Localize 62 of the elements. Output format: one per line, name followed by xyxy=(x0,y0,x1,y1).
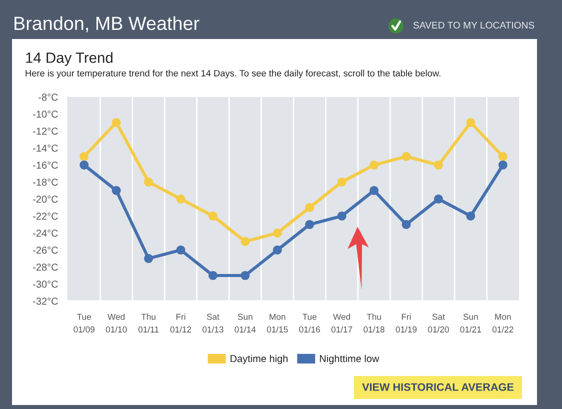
chart-subtitle: 14 Day Trend xyxy=(26,52,112,66)
point xyxy=(112,118,121,128)
point xyxy=(176,194,186,204)
point xyxy=(80,160,89,170)
point xyxy=(112,186,121,196)
point xyxy=(434,160,443,170)
x-tick-label: Wed 01/10 xyxy=(106,314,127,333)
point xyxy=(240,270,250,280)
point xyxy=(144,254,154,264)
point xyxy=(305,202,314,212)
y-tick-label: -32°C xyxy=(33,298,58,305)
x-tick-label: Sun 01/14 xyxy=(234,314,256,333)
point xyxy=(144,177,154,187)
point xyxy=(272,245,282,255)
x-tick-label: Sun 01/21 xyxy=(460,314,482,333)
point xyxy=(305,220,314,230)
point xyxy=(176,245,186,255)
x-tick-label: Fri 01/12 xyxy=(170,314,192,333)
point xyxy=(80,152,89,162)
text: SAVED TO MY LOCATIONS xyxy=(413,22,534,29)
y-tick-label: -28°C xyxy=(33,264,58,271)
x-tick-label: Thu 01/11 xyxy=(138,314,159,333)
y-tick-label: -24°C xyxy=(33,230,58,237)
point xyxy=(370,160,379,170)
point xyxy=(434,194,443,204)
y-tick-label: -26°C xyxy=(33,246,58,254)
point xyxy=(402,220,411,230)
y-tick-label: -12°C xyxy=(33,128,58,135)
point xyxy=(208,270,218,280)
point xyxy=(208,211,218,221)
point xyxy=(370,186,379,196)
y-tick-label: -10°C xyxy=(33,110,58,118)
y-tick-label: -14°C xyxy=(33,144,58,152)
x-tick-label: Tue 01/16 xyxy=(299,314,320,333)
text: VIEW HISTORICAL AVERAGE xyxy=(362,383,514,391)
y-tick-label: -20°C xyxy=(33,196,58,203)
y-tick-label: -30°C xyxy=(33,280,58,288)
x-tick-label: Fri 01/19 xyxy=(396,314,417,333)
legend-label: Daytime high xyxy=(230,354,288,364)
point xyxy=(240,236,250,246)
point xyxy=(466,211,476,221)
point xyxy=(337,211,346,221)
point xyxy=(272,228,282,238)
point xyxy=(466,118,476,128)
y-tick-label: -22°C xyxy=(33,212,58,220)
x-tick-label: Sat 01/20 xyxy=(428,314,449,333)
y-tick-label: -16°C xyxy=(33,162,58,169)
text: Here is your temperature trend for the next 14 Days. To see the daily forecast, scroll to the table below. xyxy=(26,70,440,78)
x-tick-label: Mon 01/22 xyxy=(492,314,514,333)
x-tick-label: Mon 01/15 xyxy=(266,314,288,333)
point xyxy=(337,177,346,187)
x-tick-label: Wed 01/17 xyxy=(331,314,352,333)
x-tick-label: Thu 01/18 xyxy=(364,314,384,333)
legend-label: Nighttime low xyxy=(320,354,380,364)
y-tick-label: -8°C xyxy=(38,94,58,101)
point xyxy=(498,152,508,162)
point xyxy=(402,152,411,162)
x-tick-label: Sat 01/13 xyxy=(202,314,224,333)
y-tick-label: -18°C xyxy=(33,178,58,186)
x-tick-label: Tue 01/09 xyxy=(74,314,94,333)
chart-title: Brandon, MB Weather xyxy=(14,16,200,32)
point xyxy=(498,160,508,170)
